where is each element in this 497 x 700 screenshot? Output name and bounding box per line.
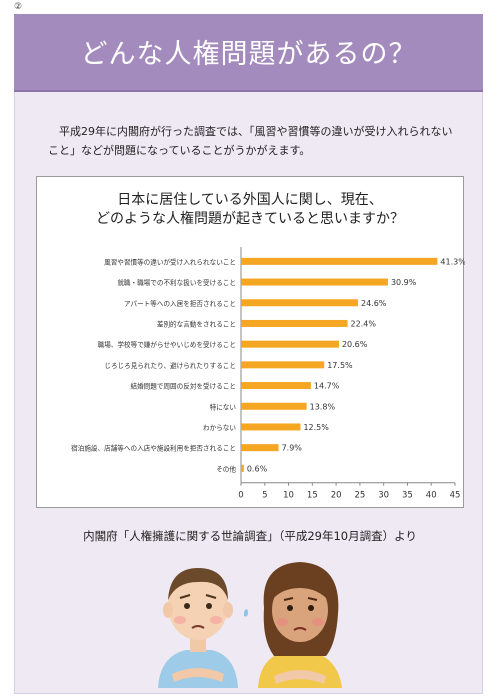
chart-title: 日本に居住している外国人に関し、現在、 どのような人権問題が起きていると思います… bbox=[37, 191, 463, 229]
category-label: 特にない bbox=[210, 402, 237, 411]
value-label: 13.8% bbox=[310, 402, 336, 411]
worried-people-illustration bbox=[158, 562, 342, 688]
category-label: 差別的な言動をされること bbox=[157, 319, 236, 328]
intro-text: 平成29年に内閣府が行った調査では、「風習や習慣等の違いが受け入れられないこと」… bbox=[48, 125, 453, 157]
value-label: 20.6% bbox=[342, 340, 368, 349]
page-number: ② bbox=[14, 2, 23, 12]
category-label: その他 bbox=[216, 464, 236, 473]
worried-man-figure bbox=[158, 568, 238, 688]
value-label: 0.6% bbox=[247, 464, 268, 473]
value-label: 22.4% bbox=[351, 319, 377, 328]
x-tick-label: 5 bbox=[262, 491, 267, 501]
value-label: 12.5% bbox=[303, 423, 329, 432]
value-label: 24.6% bbox=[361, 299, 387, 308]
x-tick-label: 10 bbox=[283, 491, 294, 501]
category-label: 就職・職場での不利な扱いを受けること bbox=[117, 278, 236, 287]
bar-7 bbox=[241, 382, 311, 390]
category-label: アパート等への入居を拒否されること bbox=[124, 299, 236, 308]
bar-2 bbox=[241, 278, 388, 286]
bar-6 bbox=[241, 361, 325, 369]
source-citation: 内閣府「人権擁護に関する世論調査」（平成29年10月調査）より bbox=[83, 529, 417, 543]
x-tick-label: 25 bbox=[354, 491, 365, 501]
value-label: 17.5% bbox=[327, 361, 353, 370]
bar-1 bbox=[241, 257, 438, 265]
x-tick-label: 35 bbox=[402, 491, 413, 501]
category-label: 風習や習慣等の違いが受け入れられないこと bbox=[104, 257, 236, 266]
value-label: 41.3% bbox=[440, 257, 465, 266]
bar-5 bbox=[241, 340, 339, 348]
x-tick-label: 40 bbox=[426, 491, 437, 501]
x-tick-label: 30 bbox=[378, 491, 389, 501]
chart-panel: 日本に居住している外国人に関し、現在、 どのような人権問題が起きていると思います… bbox=[36, 176, 465, 508]
bar-4 bbox=[241, 319, 348, 327]
value-label: 7.9% bbox=[282, 444, 303, 453]
bar-8 bbox=[241, 402, 307, 410]
chart-title-line-1: 日本に居住している外国人に関し、現在、 bbox=[117, 192, 383, 208]
bar-9 bbox=[241, 423, 301, 431]
bar-11 bbox=[241, 464, 244, 472]
category-label: 職場、学校等で嫌がらせやいじめを受けること bbox=[98, 340, 236, 349]
chart-title-line-2: どのような人権問題が起きていると思いますか？ bbox=[96, 211, 404, 227]
bar-10 bbox=[241, 444, 279, 452]
category-label: 結婚問題で周囲の反対を受けること bbox=[131, 382, 237, 391]
value-label: 14.7% bbox=[314, 382, 340, 391]
bar-chart: 風習や習慣等の違いが受け入れられないこと 41.3% 就職・職場での不利な扱いを受け… bbox=[71, 247, 465, 501]
value-label: 30.9% bbox=[391, 278, 417, 287]
title-banner: どんな人権問題があるの？ bbox=[14, 14, 483, 90]
x-tick-label: 45 bbox=[450, 491, 461, 501]
category-label: 宿泊施設、店舗等への入店や施設利用を拒否されること bbox=[71, 444, 236, 453]
bar-3 bbox=[241, 299, 358, 307]
category-label: じろじろ見られたり、避けられたりすること bbox=[104, 361, 236, 370]
x-tick-label: 0 bbox=[238, 491, 243, 501]
page-title: どんな人権問題があるの？ bbox=[80, 39, 417, 70]
category-label: わからない bbox=[203, 424, 236, 432]
x-tick-label: 15 bbox=[307, 491, 318, 501]
worried-woman-figure bbox=[258, 562, 342, 688]
x-tick-label: 20 bbox=[331, 491, 342, 501]
sweat-drop-icon bbox=[244, 609, 248, 617]
